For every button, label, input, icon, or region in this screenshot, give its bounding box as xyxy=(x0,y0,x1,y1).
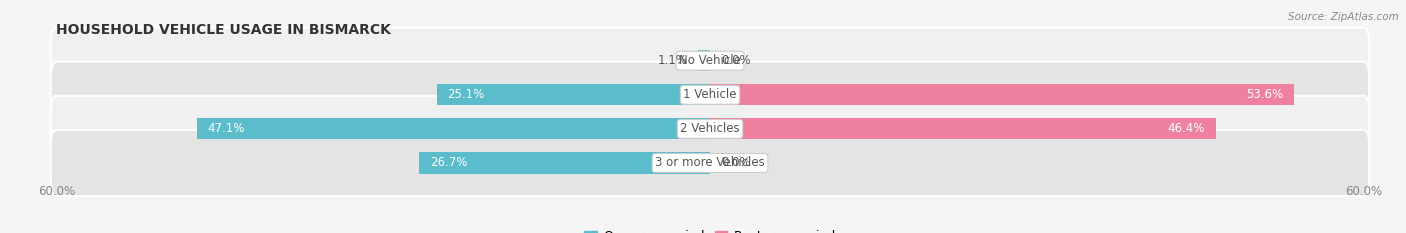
FancyBboxPatch shape xyxy=(51,28,1369,94)
Text: 46.4%: 46.4% xyxy=(1167,122,1205,135)
Legend: Owner-occupied, Renter-occupied: Owner-occupied, Renter-occupied xyxy=(579,225,841,233)
Bar xyxy=(710,118,1216,140)
Text: 2 Vehicles: 2 Vehicles xyxy=(681,122,740,135)
FancyBboxPatch shape xyxy=(51,62,1369,128)
Text: 3 or more Vehicles: 3 or more Vehicles xyxy=(655,157,765,169)
Bar xyxy=(197,118,710,140)
Text: 0.0%: 0.0% xyxy=(721,54,751,67)
Text: 47.1%: 47.1% xyxy=(208,122,245,135)
Bar xyxy=(710,84,1294,105)
Text: 0.0%: 0.0% xyxy=(721,157,751,169)
Bar xyxy=(697,50,710,71)
Text: 26.7%: 26.7% xyxy=(430,157,467,169)
Text: Source: ZipAtlas.com: Source: ZipAtlas.com xyxy=(1288,12,1399,22)
Text: 1.1%: 1.1% xyxy=(657,54,688,67)
Text: HOUSEHOLD VEHICLE USAGE IN BISMARCK: HOUSEHOLD VEHICLE USAGE IN BISMARCK xyxy=(56,23,391,37)
Text: 53.6%: 53.6% xyxy=(1246,88,1284,101)
FancyBboxPatch shape xyxy=(51,96,1369,162)
Text: 25.1%: 25.1% xyxy=(447,88,485,101)
Text: No Vehicle: No Vehicle xyxy=(679,54,741,67)
FancyBboxPatch shape xyxy=(51,130,1369,196)
Bar xyxy=(436,84,710,105)
Bar xyxy=(419,152,710,174)
Text: 1 Vehicle: 1 Vehicle xyxy=(683,88,737,101)
